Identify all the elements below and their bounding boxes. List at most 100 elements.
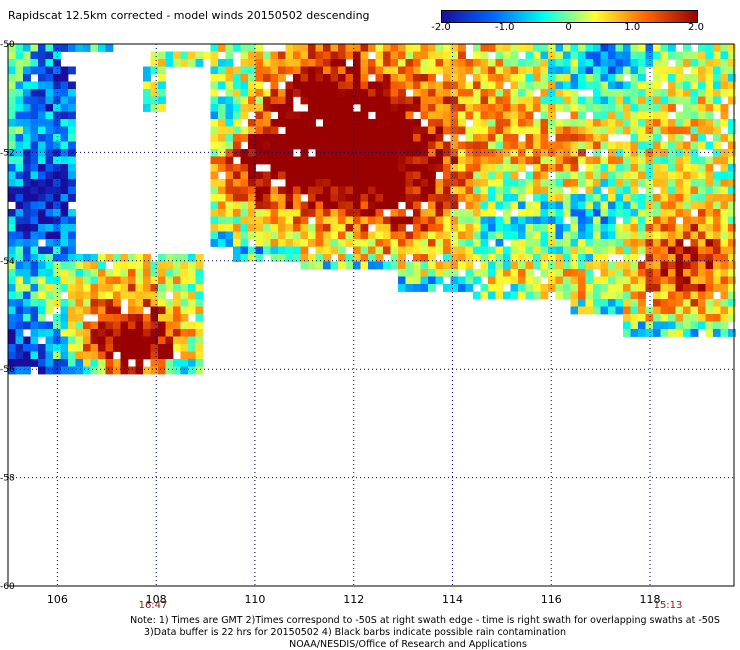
data-cell [285,231,294,240]
data-cell [548,119,556,127]
data-cell [165,59,174,67]
data-cell [600,74,609,82]
data-cell [630,126,639,135]
data-cell [683,119,691,127]
data-cell [240,81,249,90]
data-cell [375,179,384,187]
data-cell [668,329,676,337]
data-cell [330,186,339,195]
data-cell [233,111,241,120]
data-cell [555,224,564,232]
data-cell [713,171,721,180]
data-cell [698,201,706,210]
data-cell [30,194,39,202]
data-cell [450,119,459,127]
data-cell [278,59,286,67]
data-cell [683,194,691,202]
data-cell [263,239,271,247]
data-cell [270,104,279,112]
data-cell [218,156,226,165]
data-cell [443,119,451,127]
data-cell [15,186,24,195]
data-cell [578,306,586,315]
data-cell [563,96,571,105]
data-cell [653,89,661,97]
data-cell [510,291,519,300]
data-cell [135,359,144,367]
data-cell [548,284,556,292]
data-cell [23,111,31,120]
data-cell [195,366,204,375]
data-cell [645,186,654,195]
data-cell [180,314,189,322]
data-cell [375,164,384,172]
data-cell [450,224,459,232]
data-cell [323,51,331,60]
data-cell [285,224,294,232]
data-cell [120,351,129,360]
data-cell [300,201,309,210]
data-cell [293,209,301,217]
data-cell [300,141,309,150]
data-cell [30,201,39,210]
data-cell [533,149,541,157]
data-cell [443,44,451,52]
data-cell [668,269,676,277]
data-cell [405,216,414,225]
data-cell [60,261,69,270]
data-cell [390,74,399,82]
data-cell [525,119,534,127]
data-cell [23,209,31,217]
data-cell [698,194,706,202]
data-cell [428,119,436,127]
data-cell [248,224,256,232]
data-cell [270,246,279,255]
data-cell [398,224,406,232]
data-cell [158,299,166,307]
data-cell [300,224,309,232]
data-cell [360,134,369,142]
data-cell [90,44,99,52]
data-cell [570,254,579,262]
data-cell [428,261,436,270]
data-cell [218,111,226,120]
data-cell [533,239,541,247]
data-cell [615,269,624,277]
data-cell [503,149,511,157]
data-cell [668,171,676,180]
data-cell [548,74,556,82]
data-cell [53,171,61,180]
data-cell [488,44,496,52]
data-cell [285,141,294,150]
data-cell [638,134,646,142]
data-cell [420,156,429,165]
data-cell [23,66,31,75]
data-cell [353,201,361,210]
data-cell [38,366,46,375]
data-cell [728,254,736,262]
data-cell [300,254,309,262]
data-cell [38,96,46,105]
data-cell [630,59,639,67]
data-cell [188,351,196,360]
data-cell [600,156,609,165]
data-cell [675,134,684,142]
data-cell [315,134,324,142]
data-cell [653,284,661,292]
data-cell [390,89,399,97]
data-cell [443,51,451,60]
data-cell [135,351,144,360]
data-cell [720,179,729,187]
data-cell [165,314,174,322]
data-cell [98,314,106,322]
data-cell [540,269,549,277]
data-cell [518,81,526,90]
data-cell [608,179,616,187]
data-cell [660,119,669,127]
data-cell [668,314,676,322]
data-cell [623,194,631,202]
data-cell [330,171,339,180]
data-cell [330,209,339,217]
data-cell [38,126,46,135]
data-cell [143,81,151,90]
